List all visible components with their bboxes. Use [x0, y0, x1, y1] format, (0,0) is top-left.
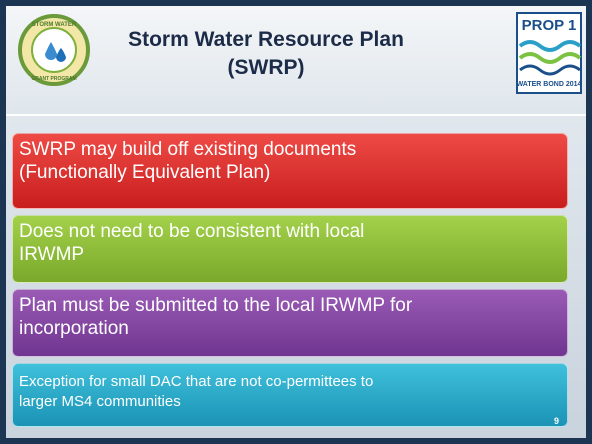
bullet-box: Plan must be submitted to the local IRWM…: [12, 289, 568, 357]
bullet-line: Plan must be submitted to the local IRWM…: [19, 295, 413, 316]
bullet-line: (Functionally Equivalent Plan): [19, 162, 271, 183]
bullet-box: Exception for small DAC that are not co-…: [12, 363, 568, 427]
bullet-line: larger MS4 communities: [19, 393, 181, 410]
logo-text: PROP 1: [522, 17, 577, 34]
logo-text: WATER BOND 2014: [517, 81, 582, 88]
header: STORM WATER GRANT PROGRAM Storm Water Re…: [6, 6, 586, 116]
logo-text: STORM WATER: [32, 22, 77, 28]
page-number: 9: [554, 416, 560, 426]
bullet-line: Exception for small DAC that are not co-…: [19, 373, 374, 390]
bullet-line: Does not need to be consistent with loca…: [19, 221, 365, 242]
right-logo: PROP 1 WATER BOND 2014: [516, 12, 582, 94]
slide-title: Storm Water Resource Plan (SWRP): [128, 28, 404, 79]
bullet-line: incorporation: [19, 318, 129, 339]
bullet-box: Does not need to be consistent with loca…: [12, 215, 568, 283]
logo-text: GRANT PROGRAM: [31, 76, 76, 82]
bullet-line: SWRP may build off existing documents: [19, 139, 357, 160]
bullet-box: SWRP may build off existing documents (Fu…: [12, 133, 568, 209]
left-logo: STORM WATER GRANT PROGRAM: [18, 14, 90, 86]
bullet-line: IRWMP: [19, 244, 85, 265]
